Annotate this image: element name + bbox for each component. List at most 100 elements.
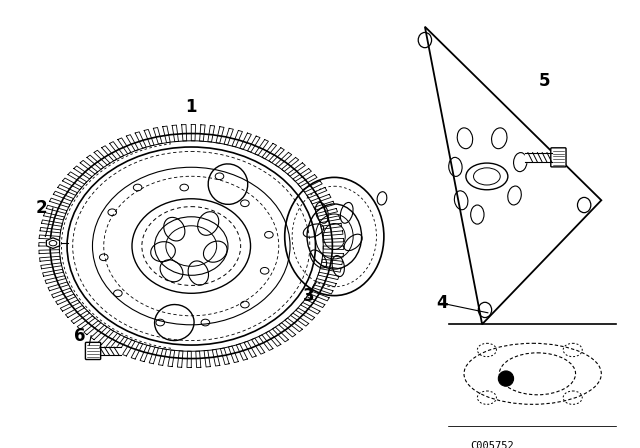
Polygon shape	[39, 235, 60, 239]
Polygon shape	[45, 276, 66, 284]
Polygon shape	[200, 125, 205, 141]
Polygon shape	[305, 297, 325, 308]
Polygon shape	[322, 231, 343, 236]
Polygon shape	[182, 125, 187, 141]
Polygon shape	[106, 333, 120, 349]
Polygon shape	[135, 132, 146, 148]
Polygon shape	[262, 143, 276, 159]
Polygon shape	[98, 329, 114, 345]
Polygon shape	[293, 168, 312, 181]
Polygon shape	[317, 208, 337, 216]
Polygon shape	[39, 250, 60, 254]
Polygon shape	[319, 216, 340, 223]
Polygon shape	[525, 153, 552, 162]
Polygon shape	[94, 150, 110, 165]
Polygon shape	[273, 327, 289, 342]
Polygon shape	[163, 126, 170, 142]
Polygon shape	[323, 253, 344, 257]
Polygon shape	[307, 187, 327, 198]
Polygon shape	[301, 302, 320, 314]
Polygon shape	[84, 321, 101, 335]
Polygon shape	[187, 351, 191, 367]
Polygon shape	[118, 138, 131, 154]
Text: 1: 1	[186, 98, 197, 116]
Polygon shape	[232, 130, 243, 147]
Text: 6: 6	[74, 327, 85, 345]
Polygon shape	[322, 259, 342, 265]
Polygon shape	[310, 194, 331, 204]
Polygon shape	[212, 349, 220, 366]
Polygon shape	[177, 351, 183, 367]
Polygon shape	[46, 238, 60, 249]
FancyBboxPatch shape	[85, 342, 100, 359]
Text: 4: 4	[436, 294, 448, 312]
Polygon shape	[309, 291, 329, 301]
Polygon shape	[43, 269, 63, 276]
Polygon shape	[323, 246, 344, 250]
Polygon shape	[168, 350, 175, 366]
Polygon shape	[109, 142, 124, 157]
Polygon shape	[56, 294, 76, 305]
Polygon shape	[314, 201, 335, 210]
Polygon shape	[269, 148, 284, 163]
Polygon shape	[248, 136, 260, 152]
Polygon shape	[39, 243, 60, 246]
Polygon shape	[80, 160, 98, 174]
Polygon shape	[87, 155, 104, 169]
Polygon shape	[77, 316, 95, 329]
Polygon shape	[102, 146, 116, 161]
Polygon shape	[91, 325, 107, 340]
Polygon shape	[74, 166, 92, 179]
Polygon shape	[204, 350, 211, 367]
Polygon shape	[49, 198, 70, 207]
Polygon shape	[68, 172, 87, 184]
Polygon shape	[303, 181, 322, 192]
Polygon shape	[279, 323, 296, 337]
Text: 3: 3	[303, 287, 314, 305]
Polygon shape	[240, 133, 252, 149]
Polygon shape	[220, 348, 229, 365]
Polygon shape	[312, 285, 333, 294]
Polygon shape	[71, 311, 90, 323]
Polygon shape	[53, 191, 74, 201]
Polygon shape	[140, 345, 150, 362]
Polygon shape	[252, 338, 265, 354]
Polygon shape	[282, 157, 299, 172]
Polygon shape	[40, 256, 60, 261]
Polygon shape	[259, 335, 273, 350]
Polygon shape	[42, 220, 62, 226]
Polygon shape	[244, 341, 256, 358]
Polygon shape	[122, 340, 135, 356]
Polygon shape	[52, 288, 72, 298]
Polygon shape	[144, 129, 154, 146]
Polygon shape	[159, 349, 166, 366]
FancyBboxPatch shape	[551, 148, 566, 167]
Polygon shape	[266, 331, 281, 346]
Polygon shape	[131, 343, 143, 359]
Ellipse shape	[499, 371, 513, 386]
Polygon shape	[320, 266, 341, 272]
Polygon shape	[196, 351, 201, 367]
Polygon shape	[298, 175, 317, 187]
Polygon shape	[114, 337, 128, 353]
Polygon shape	[323, 238, 344, 242]
Polygon shape	[285, 318, 302, 332]
Polygon shape	[48, 282, 68, 291]
Polygon shape	[60, 300, 80, 311]
Polygon shape	[255, 139, 268, 155]
Polygon shape	[275, 152, 292, 167]
Polygon shape	[224, 128, 234, 145]
Polygon shape	[44, 212, 65, 220]
Polygon shape	[46, 205, 67, 214]
Polygon shape	[100, 347, 121, 355]
Polygon shape	[65, 306, 84, 318]
Polygon shape	[63, 178, 82, 190]
Polygon shape	[154, 128, 162, 144]
Text: 2: 2	[36, 199, 47, 217]
Polygon shape	[41, 263, 61, 269]
Polygon shape	[191, 125, 196, 141]
Polygon shape	[126, 135, 138, 151]
Text: C005752: C005752	[470, 440, 513, 448]
Polygon shape	[291, 313, 308, 326]
Text: 5: 5	[538, 72, 550, 90]
